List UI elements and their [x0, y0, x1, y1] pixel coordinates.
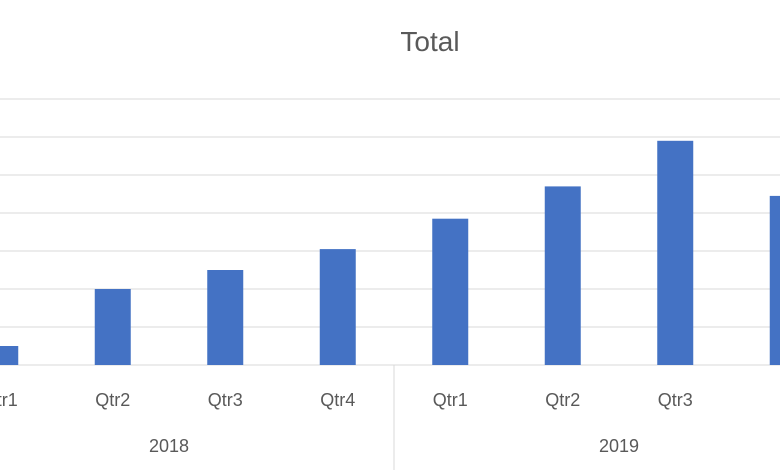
- group-label: 2019: [599, 436, 639, 456]
- bar: [769, 195, 780, 365]
- x-tick-label: Qtr3: [208, 390, 243, 410]
- x-tick-label: Qtr1: [433, 390, 468, 410]
- x-tick-label: Qtr2: [545, 390, 580, 410]
- bar: [0, 346, 19, 365]
- bar: [544, 186, 581, 365]
- x-tick-label: Qtr1: [0, 390, 18, 410]
- bar: [94, 289, 131, 365]
- chart-title: Total: [400, 26, 460, 57]
- x-tick-label: Qtr3: [658, 390, 693, 410]
- group-label: 2018: [149, 436, 189, 456]
- bar: [207, 270, 244, 365]
- x-tick-label: Qtr4: [320, 390, 355, 410]
- x-tick-label: Qtr2: [95, 390, 130, 410]
- bar: [319, 249, 356, 365]
- bar: [432, 218, 469, 365]
- bar: [657, 140, 694, 365]
